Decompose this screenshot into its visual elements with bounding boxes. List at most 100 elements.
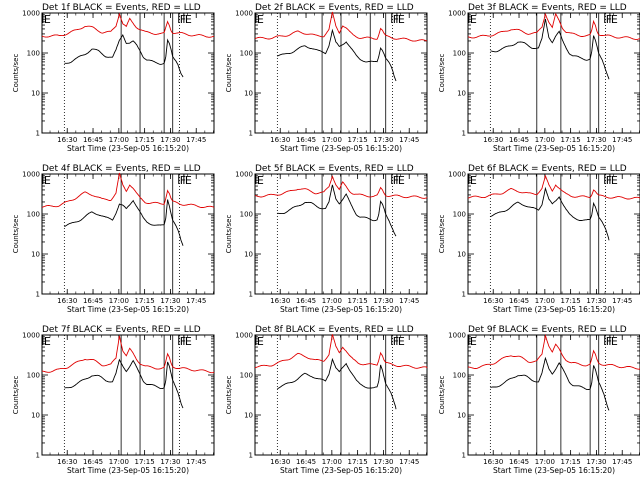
lld-series-line <box>41 172 215 208</box>
x-tick-label: 17:30 <box>160 297 180 305</box>
y-tick-label: 10 <box>31 251 40 259</box>
events-series-line <box>490 18 610 80</box>
events-series-line <box>490 356 610 411</box>
x-axis-label: Start Time (23-Sep-05 16:15:20) <box>493 305 615 314</box>
plot-frame <box>41 173 215 295</box>
y-tick-label: 1000 <box>22 171 40 179</box>
lld-series-line <box>468 333 640 370</box>
events-series-line <box>64 33 184 78</box>
y-tick-label: 1000 <box>235 171 253 179</box>
marker-label: F <box>606 13 612 26</box>
marker-label: F <box>606 335 612 348</box>
x-tick-label: 17:00 <box>535 136 555 144</box>
marker-label: E <box>398 174 405 187</box>
y-tick-label: 1 <box>249 452 253 460</box>
events-series-line <box>64 199 184 246</box>
x-tick-label: 16:30 <box>483 458 503 466</box>
y-tick-label: 10 <box>31 412 40 420</box>
x-tick-label: 16:45 <box>83 297 103 305</box>
chart-panel: Det 2f BLACK = Events, RED = LLD 1 10 100 10… <box>225 3 428 153</box>
events-series-line <box>490 186 610 241</box>
marker-label: E <box>185 13 192 26</box>
y-axis-label: Counts/sec <box>438 215 446 254</box>
marker-label: E <box>257 335 264 348</box>
lld-series-line <box>467 12 640 40</box>
y-tick-label: 100 <box>240 211 253 219</box>
x-tick-label: 17:15 <box>561 297 581 305</box>
x-tick-label: 16:45 <box>509 136 529 144</box>
y-tick-label: 1 <box>36 452 40 460</box>
x-tick-label: 17:30 <box>586 297 606 305</box>
x-tick-label: 17:45 <box>612 136 632 144</box>
marker-label: E <box>470 174 477 187</box>
x-tick-label: 16:45 <box>83 458 103 466</box>
plot-frame <box>467 173 640 295</box>
x-axis-label: Start Time (23-Sep-05 16:15:20) <box>493 466 615 475</box>
events-series-line <box>277 357 397 410</box>
x-tick-label: 16:30 <box>57 458 77 466</box>
y-axis-label: Counts/sec <box>438 54 446 93</box>
x-tick-label: 17:15 <box>348 136 368 144</box>
y-tick-label: 1000 <box>22 332 40 340</box>
x-tick-label: 17:30 <box>373 136 393 144</box>
x-tick-label: 16:45 <box>296 136 316 144</box>
marker-label: E <box>44 13 51 26</box>
x-tick-label: 16:30 <box>270 136 290 144</box>
x-tick-label: 16:45 <box>509 297 529 305</box>
x-tick-label: 16:30 <box>483 297 503 305</box>
x-tick-label: 17:45 <box>612 297 632 305</box>
marker-label: E <box>185 335 192 348</box>
marker-label: E <box>398 13 405 26</box>
lld-series-line <box>254 11 428 42</box>
y-axis-label: Counts/sec <box>12 215 20 254</box>
events-series-line <box>277 28 397 82</box>
x-tick-label: 17:15 <box>348 297 368 305</box>
y-tick-label: 1 <box>36 130 40 138</box>
marker-label: F <box>393 13 399 26</box>
y-tick-label: 100 <box>453 211 466 219</box>
y-axis-label: Counts/sec <box>225 54 233 93</box>
marker-label: F <box>606 174 612 187</box>
x-tick-label: 16:45 <box>83 136 103 144</box>
y-tick-label: 1 <box>462 452 466 460</box>
chart-panel: Det 8f BLACK = Events, RED = LLD 1 10 100 10… <box>225 325 428 475</box>
x-tick-label: 16:45 <box>296 297 316 305</box>
x-tick-label: 17:00 <box>322 136 342 144</box>
x-tick-label: 17:00 <box>535 297 555 305</box>
y-tick-label: 100 <box>27 50 40 58</box>
x-tick-label: 17:15 <box>561 458 581 466</box>
x-tick-label: 17:30 <box>373 458 393 466</box>
y-tick-label: 1 <box>36 291 40 299</box>
marker-label: E <box>470 335 477 348</box>
chart-panel: Det 7f BLACK = Events, RED = LLD 1 10 100 10… <box>12 325 215 475</box>
panel-title: Det 4f BLACK = Events, RED = LLD <box>42 164 201 174</box>
marker-label: E <box>44 335 51 348</box>
x-tick-label: 17:45 <box>399 297 419 305</box>
y-tick-label: 1 <box>462 291 466 299</box>
lld-series-line <box>254 175 428 199</box>
marker-label: F <box>180 174 186 187</box>
marker-label: E <box>611 174 618 187</box>
y-tick-label: 100 <box>453 50 466 58</box>
y-tick-label: 1 <box>462 130 466 138</box>
marker-label: E <box>611 13 618 26</box>
y-tick-label: 10 <box>244 90 253 98</box>
x-axis-label: Start Time (23-Sep-05 16:15:20) <box>280 305 402 314</box>
marker-label: F <box>180 335 186 348</box>
x-tick-label: 17:00 <box>109 136 129 144</box>
x-axis-label: Start Time (23-Sep-05 16:15:20) <box>67 144 189 153</box>
plot-frame <box>467 12 640 134</box>
y-axis-label: Counts/sec <box>438 376 446 415</box>
y-tick-label: 100 <box>240 372 253 380</box>
marker-label: E <box>257 174 264 187</box>
y-tick-label: 10 <box>244 412 253 420</box>
y-tick-label: 10 <box>457 412 466 420</box>
x-tick-label: 17:15 <box>561 136 581 144</box>
panel-title: Det 8f BLACK = Events, RED = LLD <box>255 325 414 335</box>
lld-series-line <box>467 174 640 200</box>
events-series-line <box>277 184 397 237</box>
lld-series-line <box>41 12 214 38</box>
x-tick-label: 16:45 <box>509 458 529 466</box>
x-axis-label: Start Time (23-Sep-05 16:15:20) <box>67 305 189 314</box>
y-tick-label: 100 <box>453 372 466 380</box>
